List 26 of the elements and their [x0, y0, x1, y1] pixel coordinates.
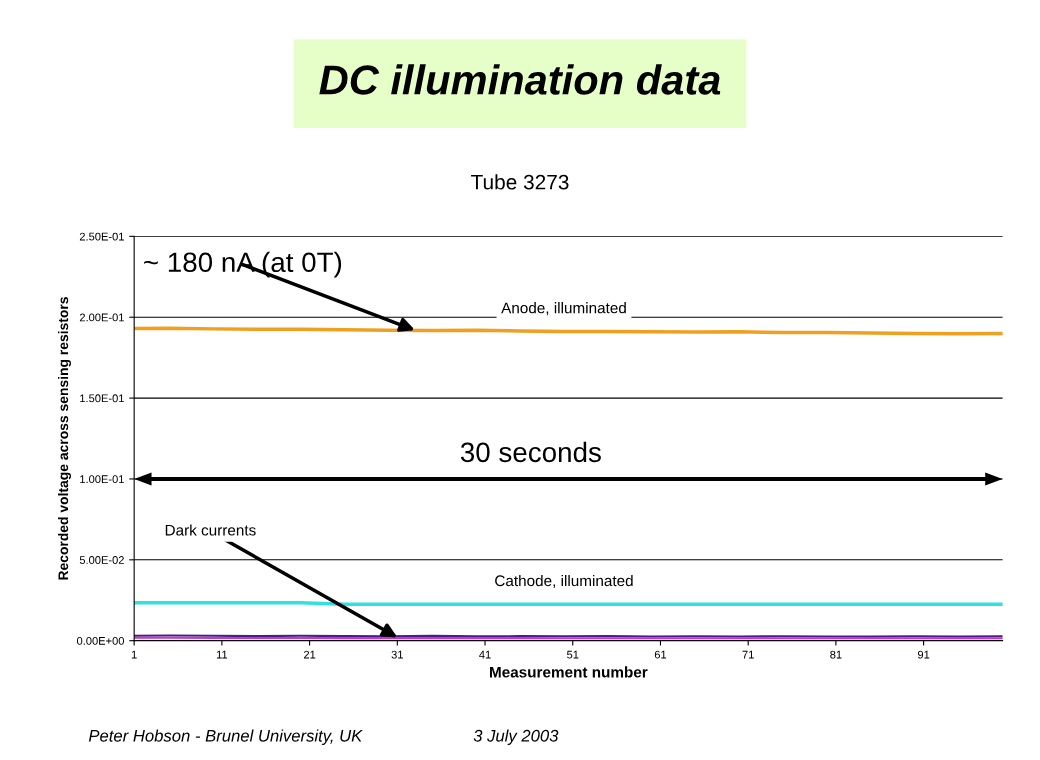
y-tick-label: 1.00E-01: [80, 475, 124, 484]
x-axis-title: Measurement number: [490, 666, 648, 678]
x-tick-label: 41: [479, 650, 491, 659]
y-tick-label: 2.00E-01: [79, 313, 124, 322]
chart-subtitle: Tube 3273: [471, 174, 569, 190]
y-tick-label: 1.50E-01: [80, 394, 124, 403]
annotation: 30 seconds: [460, 441, 601, 463]
x-tick-label: 81: [830, 650, 842, 659]
x-tick-label: 11: [216, 650, 228, 659]
text: Peter Hobson - Brunel University, UK: [88, 729, 363, 745]
x-tick-label: 71: [742, 650, 754, 659]
y-axis-title: Recorded voltage across sensing resistors: [57, 297, 71, 580]
x-tick-label: 31: [391, 650, 403, 659]
y-tick-label: 5.00E-02: [79, 556, 124, 564]
x-tick-label: 1: [131, 650, 137, 659]
chart-title: DC illumination data: [319, 64, 721, 95]
series-label: Cathode, illuminated: [495, 574, 633, 588]
series-label: Anode, illuminated: [501, 302, 626, 316]
y-tick-label: 0.00E+00: [76, 636, 125, 645]
x-tick-label: 21: [303, 650, 316, 659]
x-tick-label: 91: [917, 650, 930, 659]
x-tick-label: 61: [654, 650, 667, 659]
text: 3 July 2003: [473, 729, 559, 745]
x-tick-label: 51: [567, 650, 579, 659]
y-tick-label: 2.50E-01: [79, 232, 124, 241]
annotation: Dark currents: [165, 524, 256, 536]
